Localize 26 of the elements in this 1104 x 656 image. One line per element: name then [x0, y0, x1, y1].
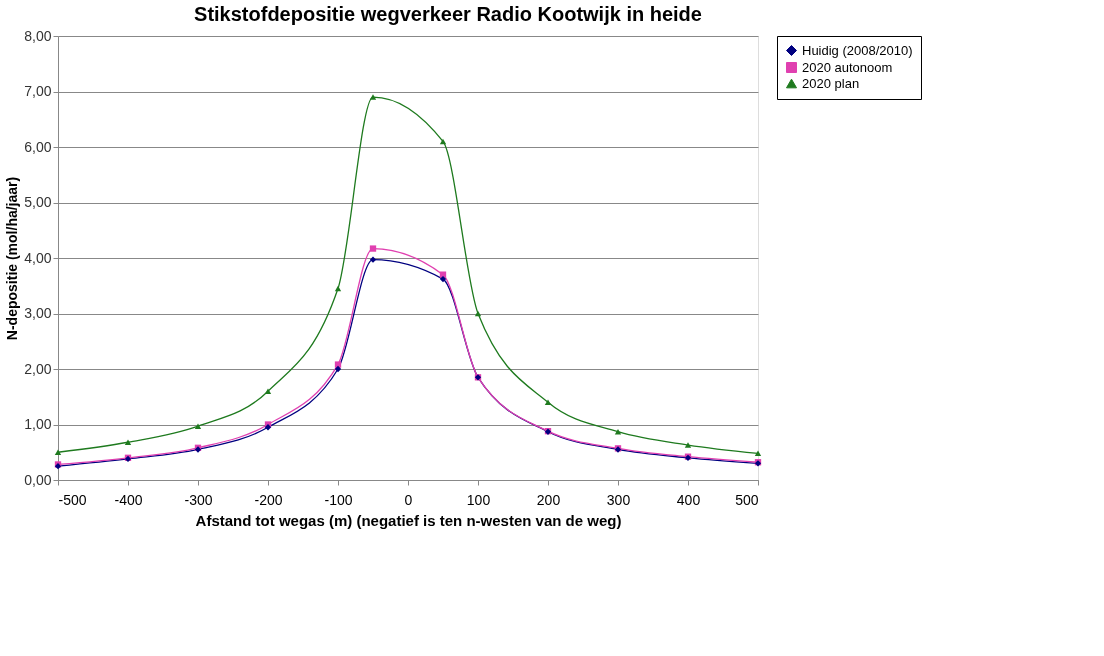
y-tick-label: 8,00	[24, 27, 52, 44]
x-tick-label: 500	[735, 491, 759, 508]
y-tick-label: 2,00	[24, 360, 52, 377]
x-tick-label: -500	[58, 491, 87, 508]
x-tick-label: 300	[606, 491, 631, 508]
y-tick-label: 7,00	[24, 83, 52, 99]
x-tick-label: -100	[324, 491, 353, 508]
x-tick-label: 200	[536, 491, 561, 508]
y-tick-label: 1,00	[24, 416, 52, 432]
x-tick-label: 400	[676, 491, 701, 508]
legend-label: Huidig (2008/2010)	[802, 42, 913, 58]
y-tick-label: 5,00	[24, 194, 52, 210]
x-tick-label: 0	[404, 491, 413, 508]
y-tick-label: 4,00	[24, 249, 52, 266]
x-tick-label: -200	[254, 491, 283, 508]
legend-label: 2020 plan	[802, 75, 860, 91]
x-axis-title: Afstand tot wegas (m) (negatief is ten n-westen van de weg)	[195, 511, 622, 529]
y-axis-title: N-depositie (mol/ha/jaar)	[4, 176, 21, 341]
x-tick-label: -400	[114, 491, 143, 508]
y-tick-label: 0,00	[24, 471, 52, 488]
x-tick-label: 100	[466, 491, 491, 508]
chart-title: Stikstofdepositie wegverkeer Radio Kootwijk in heide	[194, 3, 702, 25]
x-tick-label: -300	[184, 491, 213, 508]
legend-label: 2020 autonoom	[802, 59, 893, 75]
y-tick-label: 6,00	[24, 138, 52, 155]
y-tick-label: 3,00	[24, 305, 52, 321]
